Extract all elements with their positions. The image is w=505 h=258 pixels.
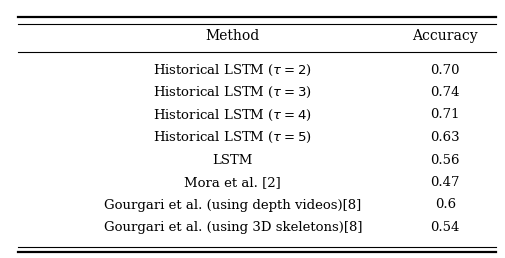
Text: LSTM: LSTM xyxy=(212,154,252,166)
Text: 0.47: 0.47 xyxy=(430,176,459,189)
Text: 0.71: 0.71 xyxy=(430,109,459,122)
Text: 0.70: 0.70 xyxy=(430,63,459,77)
Text: 0.6: 0.6 xyxy=(434,198,455,212)
Text: 0.54: 0.54 xyxy=(430,221,459,234)
Text: Mora et al. [2]: Mora et al. [2] xyxy=(184,176,281,189)
Text: Historical LSTM ($\tau = 2$): Historical LSTM ($\tau = 2$) xyxy=(153,62,312,78)
Text: 0.74: 0.74 xyxy=(430,86,459,99)
Text: 0.63: 0.63 xyxy=(430,131,459,144)
Text: Method: Method xyxy=(205,29,260,43)
Text: 0.56: 0.56 xyxy=(430,154,459,166)
Text: Gourgari et al. (using 3D skeletons)[8]: Gourgari et al. (using 3D skeletons)[8] xyxy=(104,221,361,234)
Text: Historical LSTM ($\tau = 5$): Historical LSTM ($\tau = 5$) xyxy=(153,130,312,145)
Text: Historical LSTM ($\tau = 4$): Historical LSTM ($\tau = 4$) xyxy=(153,107,312,123)
Text: Gourgari et al. (using depth videos)[8]: Gourgari et al. (using depth videos)[8] xyxy=(104,198,361,212)
Text: Historical LSTM ($\tau = 3$): Historical LSTM ($\tau = 3$) xyxy=(153,85,312,100)
Text: Accuracy: Accuracy xyxy=(412,29,477,43)
